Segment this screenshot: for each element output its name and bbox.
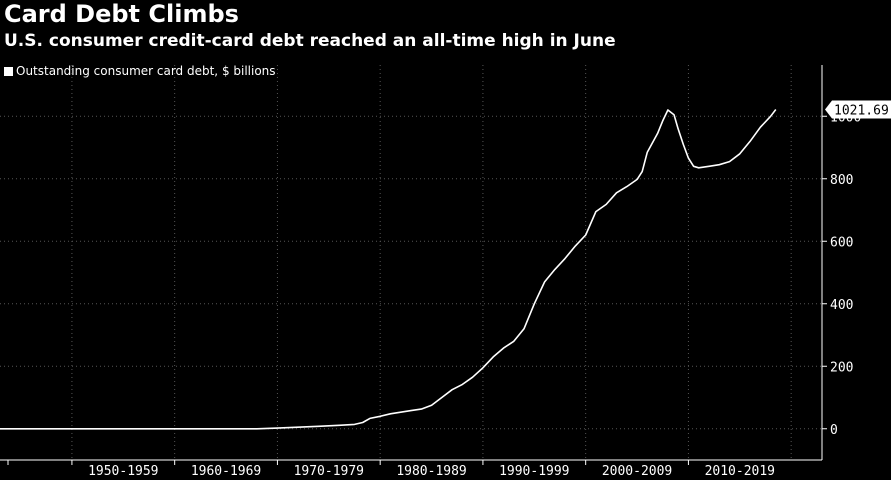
x-tick-label: 2010-2019 [705, 464, 775, 479]
last-value-label: 1021.69 [834, 103, 889, 118]
x-tick-label: 1950-1959 [88, 464, 158, 479]
legend: Outstanding consumer card debt, $ billio… [4, 64, 276, 78]
legend-swatch [4, 66, 13, 76]
chart-subtitle: U.S. consumer credit-card debt reached a… [4, 31, 616, 51]
y-tick-label: 400 [830, 298, 853, 313]
tick-labels: 020040060080010001950-19591960-19691970-… [88, 100, 891, 479]
gridlines [0, 65, 822, 460]
x-tick-label: 1970-1979 [294, 464, 364, 479]
axes [0, 65, 827, 465]
y-tick-label: 600 [830, 235, 853, 250]
x-tick-label: 1990-1999 [499, 464, 569, 479]
series-layer [0, 109, 777, 430]
chart-title: Card Debt Climbs [4, 0, 239, 28]
y-tick-label: 200 [830, 360, 853, 375]
x-tick-label: 1960-1969 [191, 464, 261, 479]
y-tick-label: 0 [830, 423, 838, 438]
last-value-callout [825, 100, 891, 119]
series-line [0, 109, 777, 430]
y-tick-label: 800 [830, 173, 853, 188]
x-tick-label: 1980-1989 [396, 464, 466, 479]
legend-label: Outstanding consumer card debt, $ billio… [16, 64, 276, 78]
x-tick-label: 2000-2009 [602, 464, 672, 479]
